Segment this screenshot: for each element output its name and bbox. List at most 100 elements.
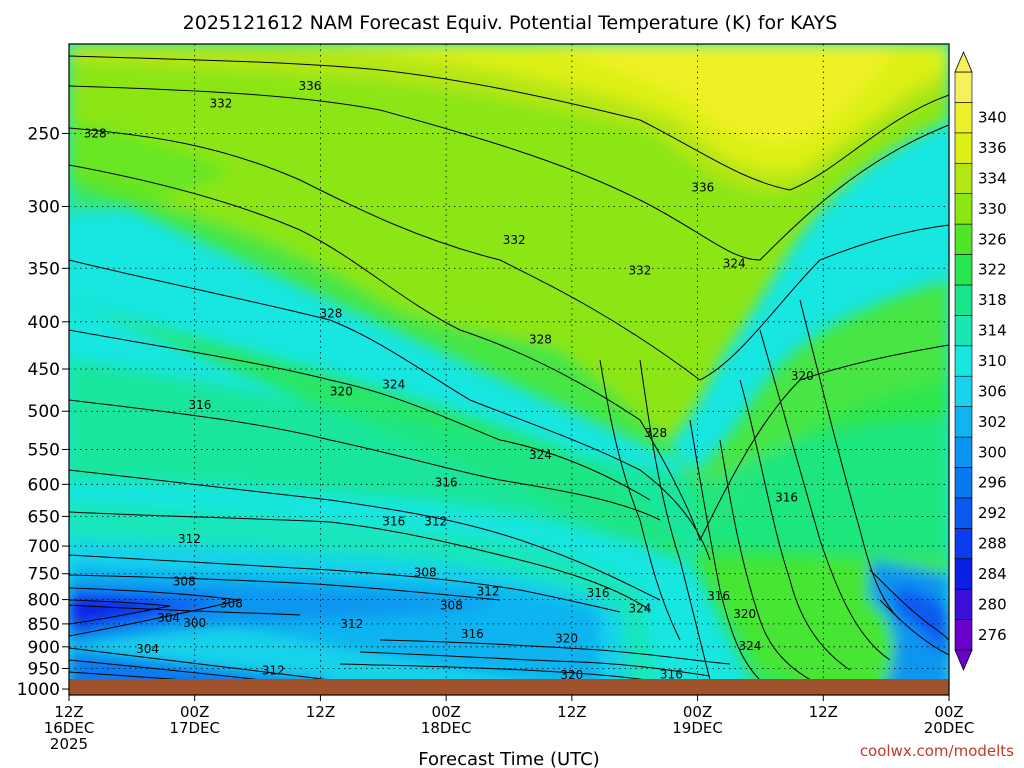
- y-tick-label: 600: [28, 475, 60, 495]
- colorbar-segment: [954, 528, 973, 560]
- contour-label: 328: [644, 426, 667, 440]
- contour-label: 324: [723, 257, 746, 271]
- x-tick-date: 20DEC: [924, 719, 975, 737]
- x-tick-label: 00Z: [180, 703, 209, 721]
- colorbar-label: 288: [978, 535, 1007, 553]
- contour-label: 312: [340, 617, 363, 631]
- contour-label: 308: [414, 566, 437, 580]
- contour-label: 312: [477, 585, 500, 599]
- x-tick-date: 17DEC: [169, 719, 220, 737]
- y-tick-label: 400: [28, 313, 60, 333]
- y-tick-label: 750: [28, 565, 60, 585]
- contour-label: 320: [555, 632, 578, 646]
- contour-label: 336: [691, 180, 714, 194]
- colorbar-segment: [954, 619, 973, 651]
- contour-lines: [69, 55, 949, 691]
- y-tick-label: 500: [28, 402, 60, 422]
- x-tick-date: 18DEC: [421, 719, 472, 737]
- contour-label: 320: [560, 668, 583, 682]
- colorbar-segment: [954, 162, 973, 194]
- contour-label: 316: [660, 667, 683, 681]
- contour-label: 316: [587, 586, 610, 600]
- contour-label: 324: [382, 378, 405, 392]
- contour-label: 332: [209, 96, 232, 110]
- colorbar-label: 326: [978, 230, 1007, 248]
- colorbar-segment: [954, 406, 973, 438]
- colorbar-label: 302: [978, 413, 1007, 431]
- contour-label: 328: [529, 332, 552, 346]
- y-tick-label: 350: [28, 259, 60, 279]
- x-axis-label: Forecast Time (UTC): [418, 749, 599, 768]
- contour-label: 316: [775, 490, 798, 504]
- contour-label: 316: [435, 475, 458, 489]
- contour-label: 316: [382, 514, 405, 528]
- y-tick-label: 300: [28, 198, 60, 218]
- colorbar-segment: [954, 102, 973, 134]
- colorbar-segment: [954, 436, 973, 468]
- contour-label: 316: [707, 589, 730, 603]
- colorbar-label: 296: [978, 474, 1007, 492]
- colorbar-label: 292: [978, 504, 1007, 522]
- colorbar-max-arrow: [954, 50, 973, 73]
- colorbar-segment: [954, 375, 973, 407]
- colorbar-label: 336: [978, 139, 1007, 157]
- chart-title: 2025121612 NAM Forecast Equiv. Potential…: [183, 12, 838, 34]
- colorbar-segment: [954, 71, 973, 103]
- x-tick-label: 12Z: [306, 703, 335, 721]
- y-tick-label: 950: [28, 659, 60, 679]
- colorbar-segment: [954, 132, 973, 164]
- contour-label: 312: [262, 664, 285, 678]
- contour-label: 308: [173, 575, 196, 589]
- y-tick-label: 550: [28, 440, 60, 460]
- colorbar-segment: [954, 588, 973, 620]
- x-tick-label: 12Z: [809, 703, 838, 721]
- y-tick-label: 450: [28, 360, 60, 380]
- contour-label: 328: [319, 307, 342, 321]
- colorbar-label: 306: [978, 382, 1007, 400]
- ground-strip: [69, 679, 949, 695]
- x-tick-label: 00Z: [431, 703, 460, 721]
- y-tick-label: 700: [28, 537, 60, 557]
- y-tick-label: 900: [28, 638, 60, 658]
- x-tick-label: 00Z: [934, 703, 963, 721]
- x-tick-year: 2025: [50, 735, 88, 753]
- y-tick-label: 650: [28, 507, 60, 527]
- colorbar-label: 284: [978, 565, 1007, 583]
- contour-label: 300: [183, 616, 206, 630]
- contour-label: 308: [220, 597, 243, 611]
- colorbar-segment: [954, 284, 973, 316]
- y-axis: 250 300 350 400 450 500 550 600 650 700 750 800 850 9…: [17, 124, 69, 700]
- colorbar-segment: [954, 254, 973, 286]
- contour-label: 328: [84, 126, 107, 140]
- colorbar-min-arrow: [954, 649, 973, 672]
- contour-label: 316: [461, 627, 484, 641]
- y-tick-label: 1000: [17, 680, 60, 700]
- credit-text: coolwx.com/modelts: [860, 742, 1014, 760]
- contour-label: 324: [738, 639, 761, 653]
- colorbar-label: 276: [978, 626, 1007, 644]
- colorbar-label: 340: [978, 109, 1007, 127]
- y-tick-label: 250: [28, 124, 60, 144]
- colorbar-segment: [954, 497, 973, 529]
- colorbar-segment: [954, 467, 973, 499]
- contour-label: 312: [178, 532, 201, 546]
- colorbar-label: 318: [978, 291, 1007, 309]
- contour-label: 320: [330, 385, 353, 399]
- colorbar: 276 280 284 288 292 296 300 302 306 310 314 318 322 3…: [954, 50, 1007, 672]
- colorbar-label: 300: [978, 443, 1007, 461]
- colorbar-segment: [954, 315, 973, 347]
- colorbar-label: 310: [978, 352, 1007, 370]
- contour-label: 304: [136, 642, 159, 656]
- y-tick-label: 850: [28, 615, 60, 635]
- contour-label: 320: [791, 369, 814, 383]
- contour-label: 320: [733, 607, 756, 621]
- x-tick-date: 16DEC: [44, 719, 95, 737]
- colorbar-label: 334: [978, 169, 1007, 187]
- colorbar-segment: [954, 345, 973, 377]
- colorbar-segment: [954, 193, 973, 225]
- colorbar-label: 280: [978, 595, 1007, 613]
